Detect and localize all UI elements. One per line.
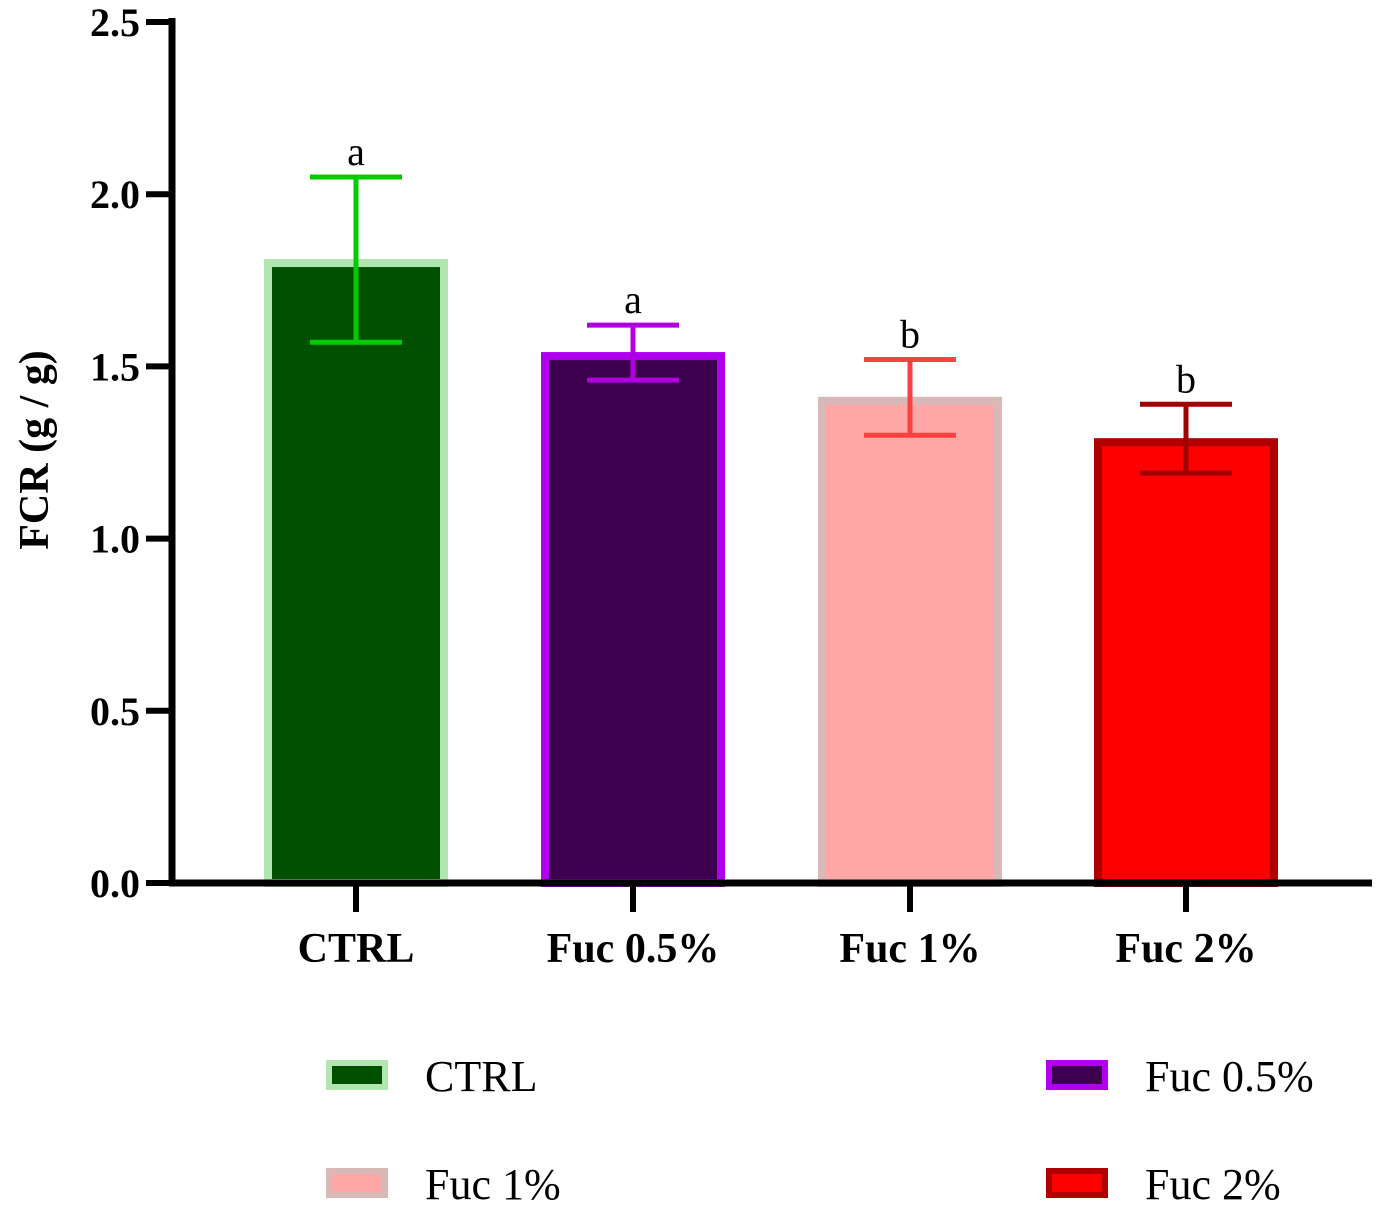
- x-tick-label-1: Fuc 0.5%: [547, 926, 720, 972]
- significance-letter-2: b: [900, 312, 920, 357]
- legend-swatch-1: [1046, 1060, 1108, 1090]
- significance-letter-1: a: [624, 277, 642, 322]
- y-tick-label-4: 2.0: [90, 172, 140, 217]
- y-tick-label-3: 1.5: [90, 344, 140, 389]
- axes-layer: CTRL Fuc 0.5% Fuc 1% Fuc 2% 0.0 0.5 1.0 1.5 2.0 2…: [90, 0, 1372, 972]
- x-tick-label-0: CTRL: [298, 926, 415, 972]
- x-tick-label-3: Fuc 2%: [1115, 926, 1256, 972]
- legend-swatch-3: [1046, 1168, 1108, 1198]
- bar-3: [1094, 438, 1278, 887]
- y-axis-label: FCR (g / g): [12, 350, 58, 549]
- bar-2: [818, 396, 1002, 887]
- y-tick-label-2: 1.0: [90, 517, 140, 562]
- bar-1: [541, 352, 725, 887]
- bars-layer: a a b b: [264, 129, 1278, 887]
- legend-swatch-0: [326, 1060, 388, 1090]
- x-tick-label-2: Fuc 1%: [839, 926, 980, 972]
- bar-0: [264, 259, 448, 887]
- significance-letter-0: a: [347, 129, 365, 174]
- y-tick-label-5: 2.5: [90, 0, 140, 45]
- legend-swatch-2: [326, 1168, 388, 1198]
- legend-label-2: Fuc 1%: [425, 1160, 561, 1209]
- y-tick-label-0: 0.0: [90, 861, 140, 906]
- significance-letter-3: b: [1176, 356, 1196, 401]
- legend: CTRL Fuc 0.5% Fuc 1% Fuc 2%: [326, 1052, 1314, 1209]
- legend-label-0: CTRL: [425, 1052, 537, 1101]
- legend-label-3: Fuc 2%: [1145, 1160, 1281, 1209]
- y-tick-label-1: 0.5: [90, 689, 140, 734]
- legend-label-1: Fuc 0.5%: [1145, 1052, 1314, 1101]
